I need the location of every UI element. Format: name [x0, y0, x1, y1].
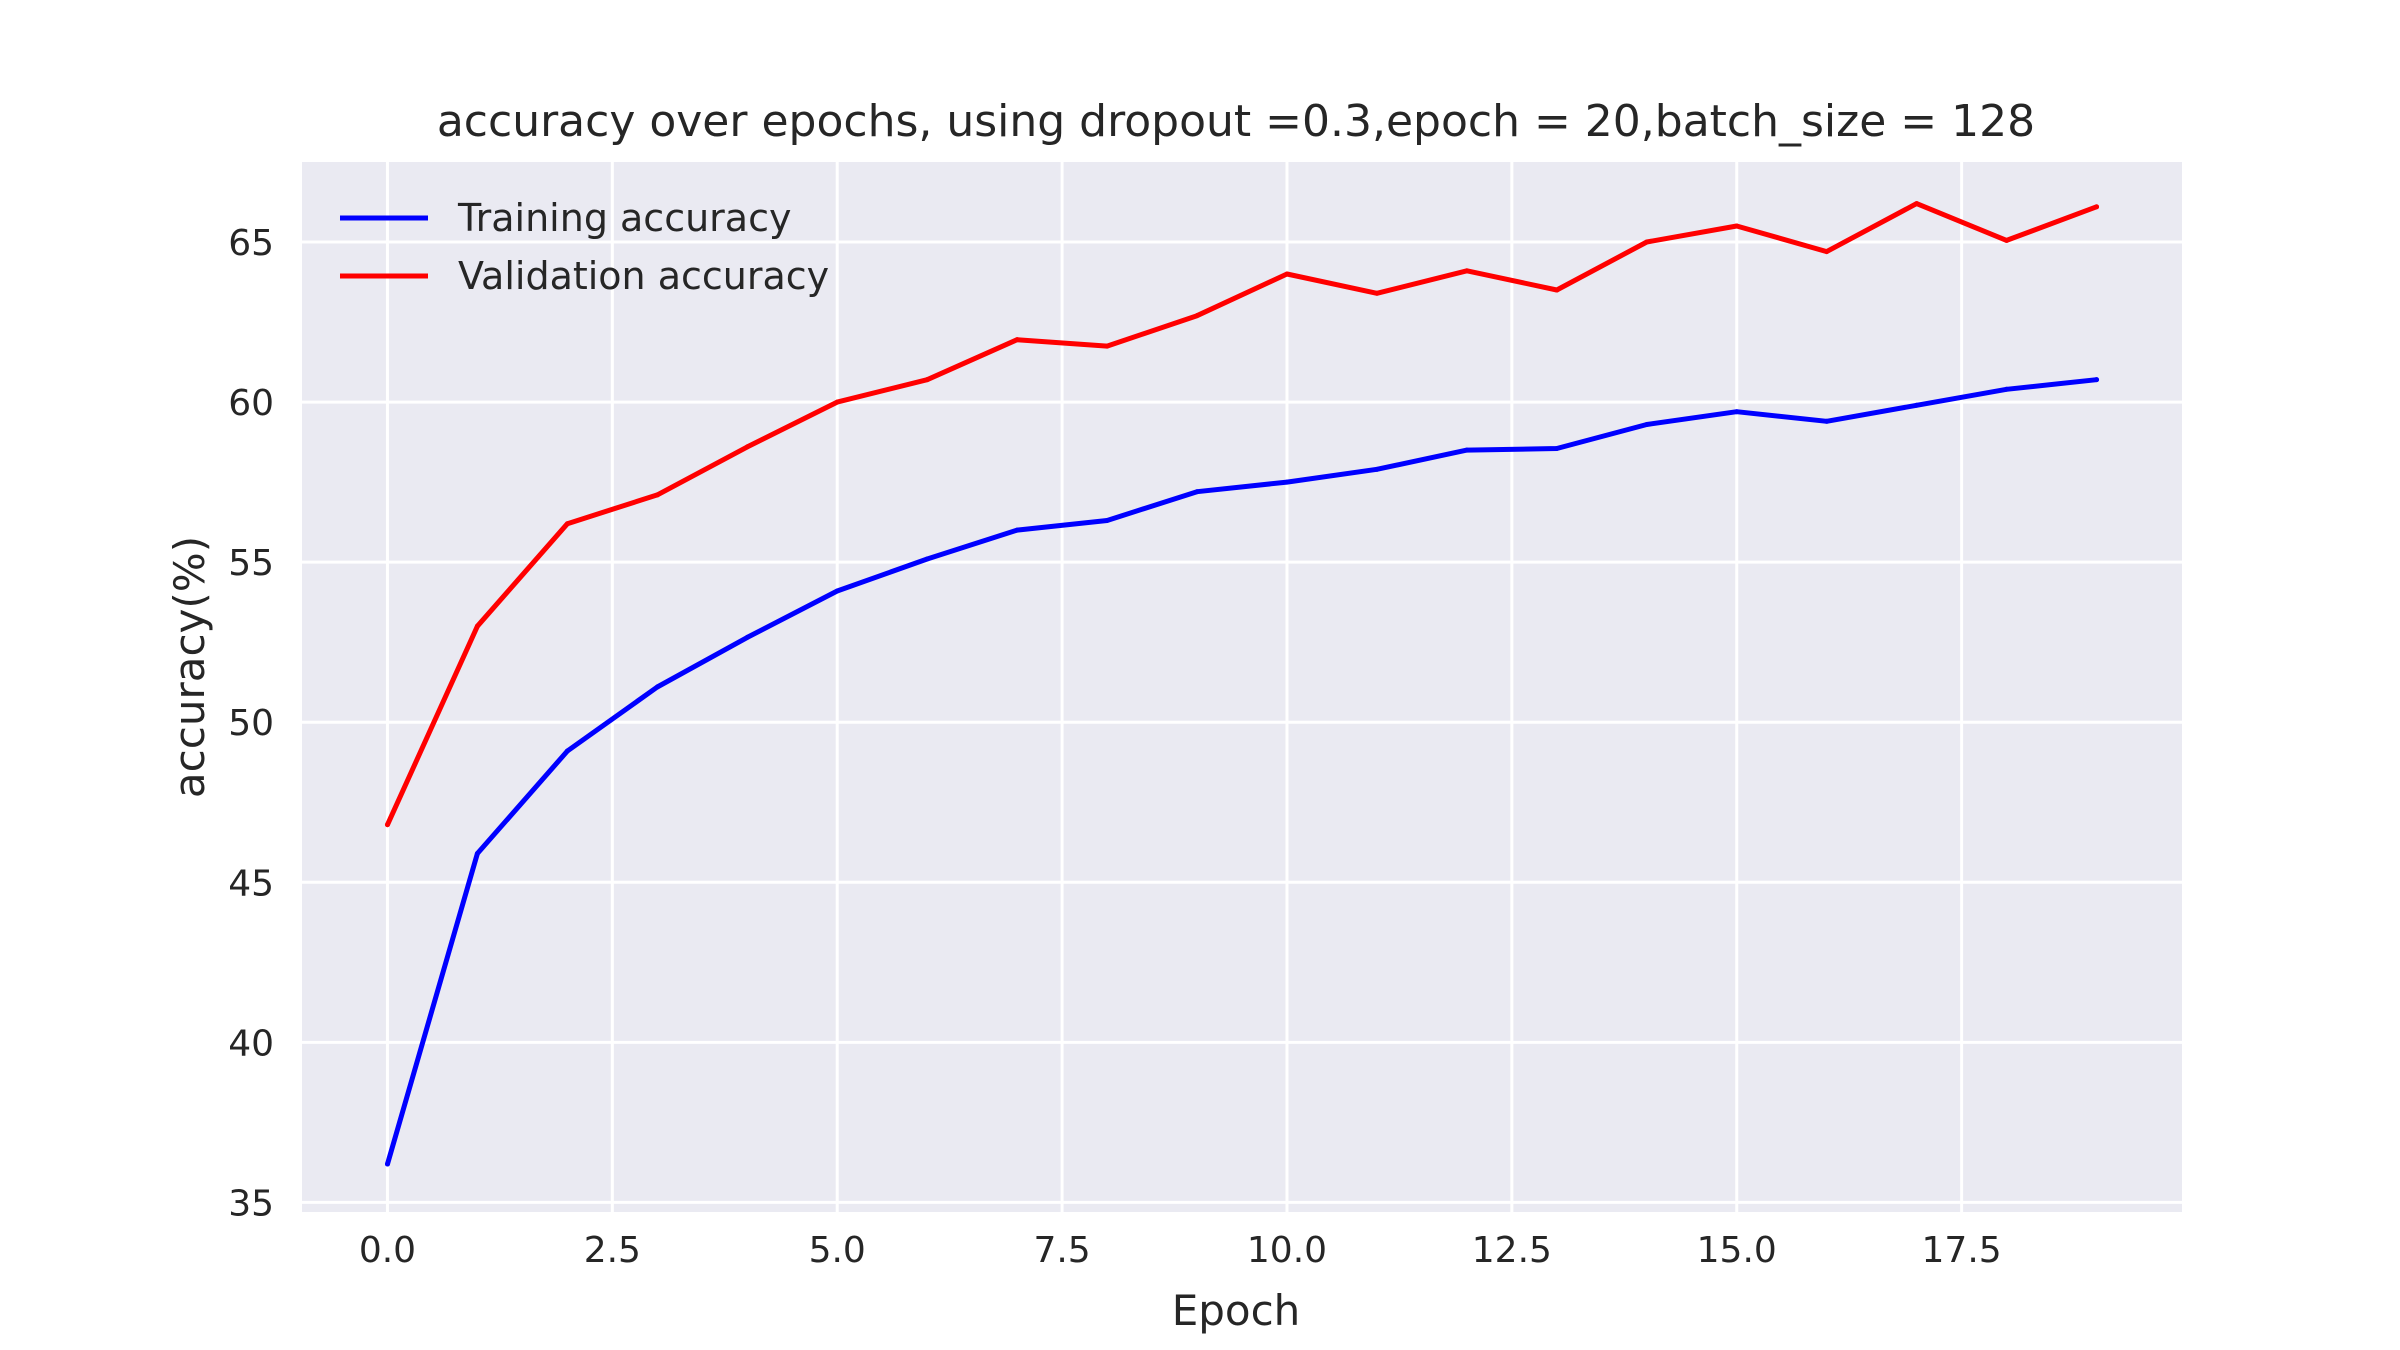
training-accuracy-point [1374, 466, 1380, 472]
y-tick-label: 45 [228, 863, 274, 904]
x-tick-label: 7.5 [1033, 1230, 1090, 1271]
training-accuracy-point [1104, 518, 1110, 524]
y-axis-ticks: 35 40 45 50 55 60 65 [228, 223, 274, 1224]
validation-accuracy-point [384, 822, 390, 828]
training-accuracy-point [1824, 418, 1830, 424]
training-accuracy-point [1194, 489, 1200, 495]
validation-accuracy-point [2004, 237, 2010, 243]
training-accuracy-point [1284, 479, 1290, 485]
validation-accuracy-point [1104, 343, 1110, 349]
x-tick-label: 15.0 [1697, 1230, 1777, 1271]
legend-label-validation: Validation accuracy [458, 254, 829, 298]
training-accuracy-point [924, 556, 930, 562]
validation-accuracy-point [654, 492, 660, 498]
training-accuracy-point [1914, 402, 1920, 408]
validation-accuracy-point [1374, 290, 1380, 296]
validation-accuracy-point [2094, 204, 2100, 210]
validation-accuracy-point [924, 377, 930, 383]
x-tick-label: 2.5 [584, 1230, 641, 1271]
y-axis-label: accuracy(%) [165, 536, 214, 798]
training-accuracy-point [474, 850, 480, 856]
x-tick-label: 0.0 [359, 1230, 416, 1271]
validation-accuracy-point [1554, 287, 1560, 293]
legend: Training accuracy Validation accuracy [340, 196, 829, 298]
y-tick-label: 50 [228, 703, 274, 744]
validation-accuracy-point [1194, 313, 1200, 319]
y-tick-label: 65 [228, 223, 274, 264]
validation-accuracy-point [1014, 337, 1020, 343]
training-accuracy-point [654, 684, 660, 690]
validation-accuracy-point [834, 399, 840, 405]
training-accuracy-point [834, 588, 840, 594]
grid-lines [302, 162, 2182, 1212]
y-tick-label: 55 [228, 543, 274, 584]
training-accuracy-point [744, 634, 750, 640]
training-accuracy-point [564, 748, 570, 754]
x-tick-label: 10.0 [1247, 1230, 1327, 1271]
y-tick-label: 60 [228, 383, 274, 424]
validation-accuracy-point [1914, 201, 1920, 207]
training-accuracy-point [1734, 409, 1740, 415]
x-axis-ticks: 0.0 2.5 5.0 7.5 10.0 12.5 15.0 17.5 [359, 1230, 2002, 1271]
chart-title: accuracy over epochs, using dropout =0.3… [437, 96, 2035, 147]
training-accuracy-line [385, 377, 2099, 1167]
training-accuracy-point [1014, 527, 1020, 533]
validation-accuracy-point [1734, 223, 1740, 229]
x-tick-label: 5.0 [809, 1230, 866, 1271]
x-tick-label: 17.5 [1922, 1230, 2002, 1271]
validation-accuracy-point [744, 444, 750, 450]
legend-label-training: Training accuracy [457, 196, 791, 240]
validation-accuracy-point [1824, 249, 1830, 255]
validation-accuracy-point [564, 521, 570, 527]
training-accuracy-point [1644, 422, 1650, 427]
validation-accuracy-line [385, 201, 2099, 828]
training-accuracy-point [1554, 446, 1560, 452]
validation-accuracy-point [1644, 239, 1650, 245]
x-axis-label: Epoch [1172, 1286, 1301, 1335]
x-tick-label: 12.5 [1472, 1230, 1552, 1271]
training-accuracy-point [2094, 377, 2100, 383]
training-accuracy-point [1464, 447, 1470, 453]
training-accuracy-point [2004, 386, 2010, 392]
validation-accuracy-point [1464, 268, 1470, 274]
series-layer [384, 201, 2100, 1167]
training-accuracy-point [384, 1161, 390, 1167]
validation-accuracy-point [1284, 271, 1290, 277]
plot-area [302, 162, 2182, 1212]
y-tick-label: 35 [228, 1183, 274, 1224]
y-tick-label: 40 [228, 1023, 274, 1064]
validation-accuracy-point [474, 623, 480, 629]
